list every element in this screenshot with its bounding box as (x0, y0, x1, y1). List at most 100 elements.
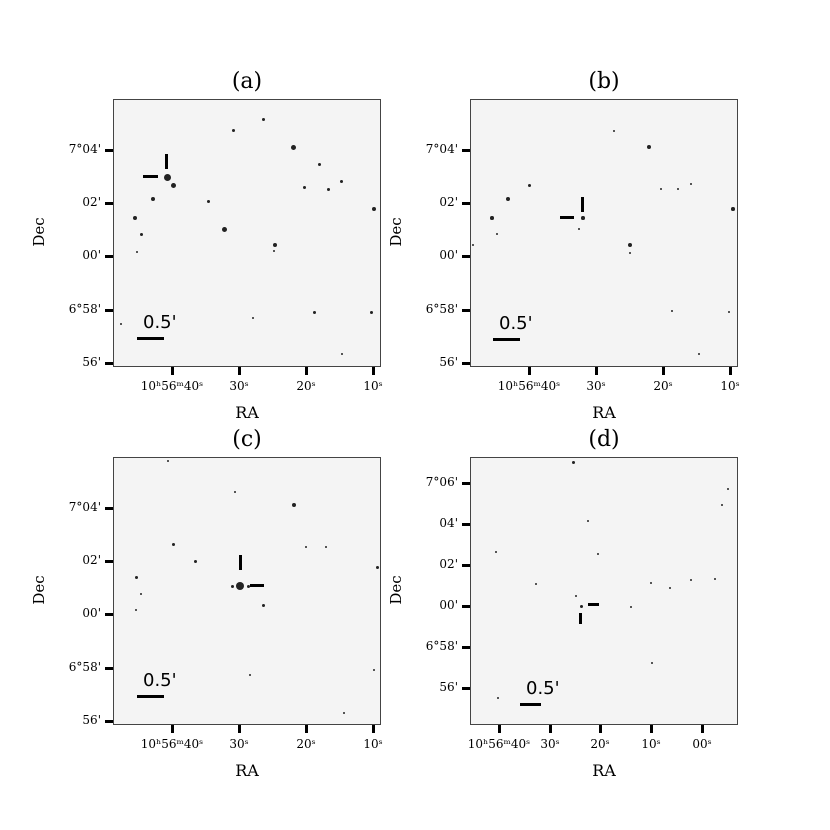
star (134, 608, 138, 612)
x-tick (372, 725, 375, 733)
star (171, 542, 175, 546)
star (166, 459, 170, 463)
x-axis-label: RA (592, 761, 616, 780)
y-tick-label: 6°58' (425, 639, 458, 653)
x-tick-label: 10ʰ56ᵐ40ˢ (140, 379, 204, 393)
star (659, 187, 663, 191)
target-marker (579, 613, 582, 624)
star (647, 145, 651, 149)
star (690, 579, 692, 581)
star (697, 352, 701, 356)
x-tick (305, 367, 308, 375)
x-tick-label: 10ˢ (363, 379, 383, 393)
star (163, 173, 171, 181)
star (302, 185, 306, 189)
x-tick-label: 10ʰ56ᵐ40ˢ (140, 737, 204, 751)
target-marker (165, 154, 168, 169)
star (727, 488, 729, 490)
star (193, 559, 197, 563)
star (119, 322, 123, 326)
y-tick-label: 7°04' (425, 142, 458, 156)
y-tick (105, 202, 113, 205)
star (471, 243, 475, 247)
star (577, 227, 581, 231)
y-tick (105, 255, 113, 258)
star (375, 565, 379, 569)
y-tick-label: 56' (82, 355, 101, 369)
star (135, 250, 139, 254)
y-tick (462, 202, 470, 205)
target-marker (560, 216, 574, 219)
x-tick (599, 725, 602, 733)
star (326, 187, 330, 191)
scale-label: 0.5' (143, 670, 177, 691)
scale-bar (137, 337, 164, 340)
star (133, 216, 137, 220)
y-tick (462, 255, 470, 258)
x-tick (305, 725, 308, 733)
y-tick-label: 56' (82, 713, 101, 727)
y-tick (462, 605, 470, 608)
x-axis-label: RA (592, 403, 616, 422)
scale-bar (520, 703, 541, 706)
star (713, 577, 717, 581)
panel-title: (d) (588, 427, 620, 452)
x-axis-label: RA (235, 761, 259, 780)
star (670, 309, 674, 313)
y-tick-label: 00' (439, 248, 458, 262)
y-tick (462, 482, 470, 485)
x-tick-label: 30ˢ (229, 737, 249, 751)
y-tick (462, 523, 470, 526)
star (290, 144, 296, 150)
star (221, 226, 227, 232)
star (597, 553, 599, 555)
y-tick-label: 00' (439, 598, 458, 612)
x-tick (372, 367, 375, 375)
star (668, 586, 672, 590)
y-tick (462, 564, 470, 567)
star (261, 603, 265, 607)
star (139, 592, 143, 596)
star (689, 182, 693, 186)
star (248, 673, 252, 677)
star (324, 545, 328, 549)
star (579, 604, 583, 608)
star (628, 251, 632, 255)
y-tick (105, 720, 113, 723)
star (151, 197, 155, 201)
star (369, 310, 373, 314)
target-marker (239, 555, 242, 570)
sky-image (470, 457, 738, 725)
star (721, 504, 723, 506)
star (527, 183, 531, 187)
star (612, 129, 616, 133)
y-tick (462, 687, 470, 690)
panel-title: (a) (231, 69, 263, 94)
star (628, 243, 632, 247)
x-tick-label: 10ˢ (720, 379, 740, 393)
star (651, 662, 653, 664)
scale-label: 0.5' (143, 312, 177, 333)
star (272, 249, 276, 253)
y-tick-label: 02' (82, 195, 101, 209)
x-tick (595, 367, 598, 375)
star (581, 216, 585, 220)
x-tick (171, 367, 174, 375)
star (246, 584, 250, 588)
y-tick (462, 149, 470, 152)
star (372, 668, 376, 672)
x-tick-label: 10ʰ56ᵐ40ˢ (467, 737, 531, 751)
x-tick (238, 725, 241, 733)
y-tick-label: 7°06' (425, 475, 458, 489)
x-tick-label: 10ʰ56ᵐ40ˢ (497, 379, 561, 393)
scale-label: 0.5' (526, 678, 560, 699)
star (251, 316, 255, 320)
y-tick-label: 04' (439, 516, 458, 530)
x-axis-label: RA (235, 403, 259, 422)
y-tick (105, 560, 113, 563)
y-tick (105, 667, 113, 670)
x-tick-label: 20ˢ (296, 737, 316, 751)
y-tick (462, 309, 470, 312)
